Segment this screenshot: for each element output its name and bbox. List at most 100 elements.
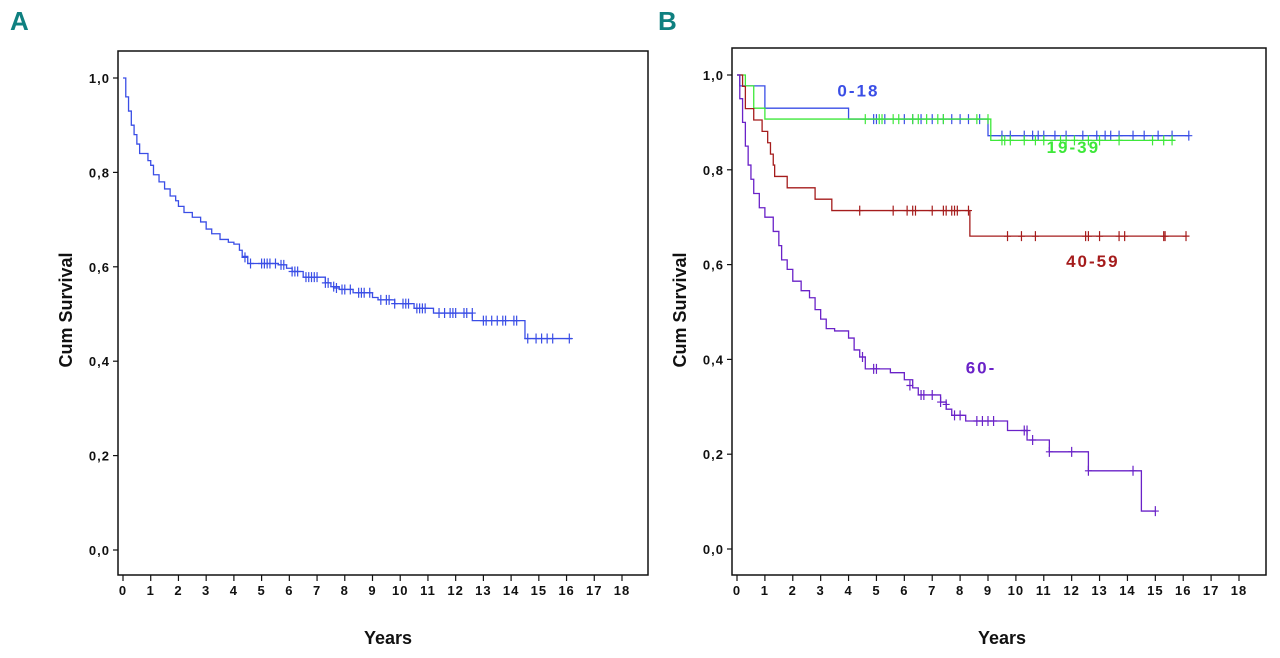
x-tick-label: 16 [558,583,574,598]
censor-mark [1006,135,1014,146]
x-tick-label: 1 [761,583,769,598]
censor-mark [524,333,532,344]
censor-mark [421,303,429,314]
y-tick-label: 0,2 [703,447,724,462]
censor-mark [1017,231,1025,242]
y-tick-label: 0,4 [703,352,724,367]
y-axis-label: Cum Survival [670,252,690,367]
series-label: 40-59 [1066,252,1119,271]
series-19-39: 19-39 [737,74,1176,157]
censor-mark [984,114,992,125]
censor-mark [1031,231,1039,242]
censor-mark [1185,130,1193,141]
y-tick-label: 1,0 [89,71,110,86]
x-axis-label: Years [978,628,1026,648]
plot-frame [117,50,649,576]
censor-mark [973,114,981,125]
censor-mark [1084,135,1092,146]
y-tick-label: 0,2 [89,449,110,464]
censor-mark [1084,465,1092,476]
x-tick-label: 12 [1063,583,1079,598]
series-60-: 60- [737,74,1159,517]
censor-mark [280,259,288,270]
censor-mark [324,277,332,288]
censor-mark [928,205,936,216]
y-tick-label: 0,0 [703,542,724,557]
censor-mark [1029,434,1037,445]
censor-mark [861,114,869,125]
censor-mark [1040,135,1048,146]
x-tick-label: 5 [872,583,880,598]
x-tick-label: 6 [285,583,293,598]
x-tick-label: 18 [1231,583,1247,598]
panel-b: B0,00,20,40,60,81,00 1 2 3 4 5 6 7 8 9 10 11 12 13 14 1… [658,6,1267,648]
survival-curve [737,74,1187,237]
survival-curve [737,74,1175,142]
censor-mark [247,258,255,269]
censor-mark [1023,425,1031,436]
censor-mark [1129,130,1137,141]
censor-mark [1151,506,1159,517]
censor-mark [1062,135,1070,146]
censor-mark [1070,135,1078,146]
x-tick-label: 9 [368,583,376,598]
x-axis-label: Years [364,628,412,648]
censor-mark [1079,130,1087,141]
censor-mark [878,114,886,125]
x-tick-label: 14 [503,583,519,598]
censor-mark [313,272,321,283]
censor-mark [1168,135,1176,146]
panel-a: A0,00,20,40,60,81,00 1 2 3 4 5 6 7 8 9 10 11 12 13 14 1… [10,6,649,648]
censor-mark [565,333,573,344]
censor-mark [366,287,374,298]
censor-mark [271,258,279,269]
plot-frame [731,47,1267,576]
censor-mark [385,294,393,305]
x-tick-label: 10 [1008,583,1024,598]
y-tick-label: 0,8 [89,165,110,180]
censor-mark [956,410,964,421]
censor-mark [294,266,302,277]
censor-mark [502,315,510,326]
censor-mark [1051,130,1059,141]
censor-mark [468,308,476,319]
censor-mark [1004,231,1012,242]
x-tick-label: 10 [392,583,408,598]
x-tick-label: 5 [257,583,265,598]
x-tick-label: 13 [1091,583,1107,598]
x-tick-label: 2 [789,583,797,598]
censor-mark [1020,135,1028,146]
censor-mark [405,298,413,309]
censor-mark [1096,135,1104,146]
survival-curve [123,77,573,340]
y-tick-label: 0,6 [703,258,724,273]
censor-mark [859,352,866,363]
censor-mark [1115,135,1123,146]
censor-mark [928,389,936,400]
censor-mark [939,114,947,125]
censor-mark [1140,130,1148,141]
x-tick-label: 17 [586,583,602,598]
censor-mark [953,205,961,216]
censor-mark [1031,135,1039,146]
y-tick-label: 0,0 [89,543,110,558]
censor-mark [1121,231,1129,242]
series-40-59: 40-59 [737,74,1190,271]
censor-mark [1161,231,1169,242]
censor-mark [332,283,340,294]
x-tick-label: 0 [733,583,741,598]
x-tick-label: 17 [1203,583,1219,598]
x-tick-label: 8 [341,583,349,598]
y-tick-label: 0,8 [703,163,724,178]
x-tick-label: 1 [147,583,155,598]
x-tick-label: 13 [475,583,491,598]
y-tick-label: 0,4 [89,354,110,369]
censor-mark [872,363,880,374]
censor-mark [889,205,897,216]
censor-mark [911,205,919,216]
censor-mark [1129,465,1137,476]
x-tick-label: 15 [531,583,547,598]
censor-mark [1160,135,1168,146]
x-tick-label: 7 [928,583,936,598]
